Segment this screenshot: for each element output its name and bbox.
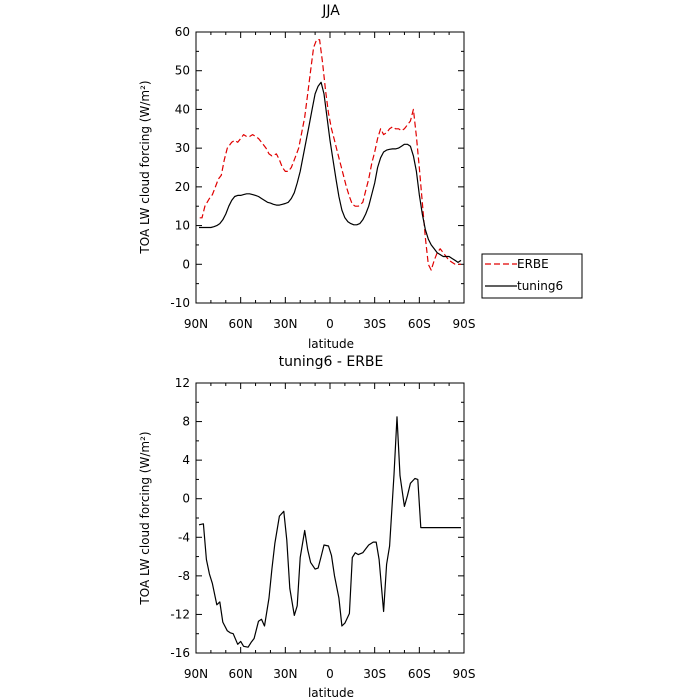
bottom-series-group bbox=[198, 416, 461, 648]
top-series-line-erbe bbox=[199, 39, 461, 271]
bottom-x-axis: 90N 60N 30N 0 30S 60S 90S bbox=[184, 383, 476, 681]
bottom-ytick-label: -4 bbox=[178, 530, 190, 544]
bottom-ytick-label: 4 bbox=[182, 453, 190, 467]
legend-tuning6-label: tuning6 bbox=[517, 279, 563, 293]
top-xtick-label: 90N bbox=[184, 317, 208, 331]
top-ytick-label: 0 bbox=[182, 257, 190, 271]
bottom-xtick-label: 90S bbox=[453, 667, 476, 681]
top-series-line-tuning6 bbox=[199, 81, 462, 263]
bottom-plot-frame bbox=[195, 382, 465, 654]
top-ytick-label: 30 bbox=[175, 141, 190, 155]
legend-erbe-label: ERBE bbox=[517, 257, 549, 271]
top-y-axis: -10 0 10 20 30 40 50 60 bbox=[170, 25, 464, 310]
bottom-xtick-label: 0 bbox=[326, 667, 334, 681]
legend-box bbox=[481, 253, 583, 299]
bottom-xtick-label: 90N bbox=[184, 667, 208, 681]
top-xtick-label: 0 bbox=[326, 317, 334, 331]
top-series-group bbox=[199, 39, 462, 271]
bottom-xtick-label: 30S bbox=[363, 667, 386, 681]
bottom-ytick-label: -8 bbox=[178, 569, 190, 583]
top-ytick-label: 40 bbox=[175, 102, 190, 116]
top-x-axis-label: latitude bbox=[308, 337, 354, 351]
top-chart-title: JJA bbox=[321, 3, 340, 19]
top-y-axis-label: TOA LW cloud forcing (W/m²) bbox=[138, 80, 152, 254]
top-plot-frame bbox=[195, 31, 465, 304]
top-xtick-label: 30N bbox=[273, 317, 297, 331]
bottom-ytick-label: 0 bbox=[182, 492, 190, 506]
top-xtick-label: 60S bbox=[408, 317, 431, 331]
top-xtick-label: 30S bbox=[363, 317, 386, 331]
top-x-axis: 90N 60N 30N 0 30S 60S 90S bbox=[184, 32, 476, 331]
top-ytick-label: 10 bbox=[175, 219, 190, 233]
bottom-ytick-label: -12 bbox=[170, 607, 190, 621]
bottom-chart-title: tuning6 - ERBE bbox=[279, 354, 384, 370]
bottom-ytick-label: -16 bbox=[170, 646, 190, 660]
top-xtick-label: 90S bbox=[453, 317, 476, 331]
legend: ERBE tuning6 bbox=[481, 253, 583, 299]
bottom-ytick-label: 8 bbox=[182, 415, 190, 429]
bottom-x-axis-label: latitude bbox=[308, 686, 354, 700]
bottom-ytick-label: 12 bbox=[175, 376, 190, 390]
top-ytick-label: 20 bbox=[175, 180, 190, 194]
bottom-xtick-label: 60S bbox=[408, 667, 431, 681]
top-chart: JJA -10 0 10 20 30 40 50 60 90N 60N 30N 0 30S 60S 90S… bbox=[138, 3, 475, 351]
bottom-xtick-label: 30N bbox=[273, 667, 297, 681]
bottom-y-axis: -16 -12 -8 -4 0 4 8 12 bbox=[170, 376, 464, 660]
bottom-y-axis-label: TOA LW cloud forcing (W/m²) bbox=[138, 431, 152, 605]
top-xtick-label: 60N bbox=[229, 317, 253, 331]
top-ytick-label: 50 bbox=[175, 64, 190, 78]
bottom-series-line-series-0 bbox=[198, 416, 461, 648]
bottom-xtick-label: 60N bbox=[229, 667, 253, 681]
bottom-chart: tuning6 - ERBE -16 -12 -8 -4 0 4 8 12 90N 60N 30N… bbox=[138, 354, 475, 700]
top-ytick-label: -10 bbox=[170, 296, 190, 310]
top-ytick-label: 60 bbox=[175, 25, 190, 39]
